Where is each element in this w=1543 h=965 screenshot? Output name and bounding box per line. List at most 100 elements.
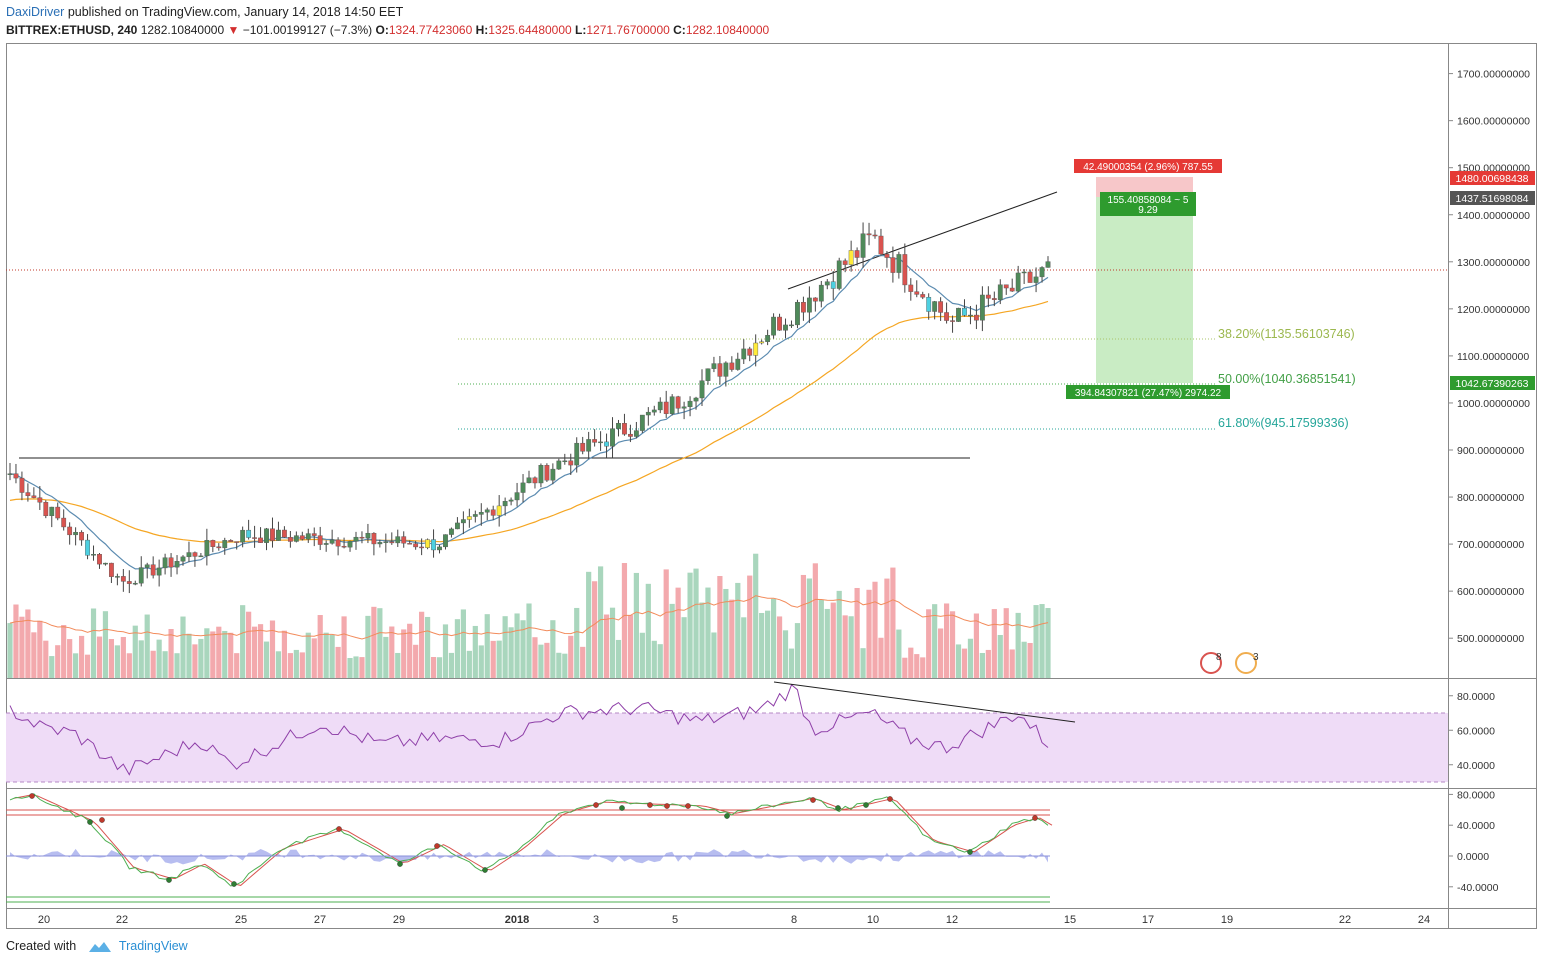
candle-body <box>896 254 902 273</box>
candle-body <box>329 539 335 544</box>
cross-marker <box>336 826 342 832</box>
stop-tag-bg <box>1450 171 1535 185</box>
stop-label: 42.49000354 (2.96%) 787.55 <box>1083 162 1213 173</box>
author-link[interactable]: DaxiDriver <box>6 5 65 19</box>
entry-tag: 1437.51698084 <box>1456 193 1529 205</box>
volume-bar <box>675 587 681 678</box>
volume-bar <box>383 636 389 678</box>
tradingview-logo-icon <box>88 941 111 952</box>
candle-body <box>419 546 425 549</box>
ema-slow-line <box>9 300 1049 543</box>
volume-bar <box>920 657 926 678</box>
stoch-k-line <box>9 793 1049 887</box>
volume-bar <box>908 647 914 678</box>
price-tick-label: 900.00000000 <box>1457 445 1524 457</box>
candle-body <box>25 492 31 496</box>
candle-body <box>490 509 496 516</box>
volume-bar <box>275 651 282 678</box>
cross-marker <box>87 819 93 825</box>
volume-bar <box>269 620 276 678</box>
candle-body <box>484 509 490 513</box>
event-count-1: 8 <box>1216 652 1222 663</box>
candle-body <box>687 400 693 408</box>
volume-bar <box>472 625 478 678</box>
volume-bar <box>263 641 270 678</box>
osc-scale: 80.0000 40.0000 0.0000 -40.0000 <box>6 789 1499 894</box>
time-tick-label: 17 <box>1142 914 1154 926</box>
candle-body <box>574 442 580 466</box>
candle-body <box>741 348 747 360</box>
volume-bar <box>210 631 216 678</box>
candle-body <box>1045 261 1051 268</box>
candle-body <box>783 324 788 331</box>
volume-bar <box>490 640 496 678</box>
volume-bars <box>7 553 1051 678</box>
volume-bar <box>645 583 651 678</box>
osc-tick-label: 80.0000 <box>1457 789 1495 801</box>
volume-bar <box>526 603 532 678</box>
open-value: 1324.77423060 <box>388 23 473 37</box>
volume-bar <box>562 653 568 678</box>
candle-body <box>85 539 90 556</box>
volume-bar <box>586 571 592 678</box>
candle-body <box>598 441 603 444</box>
volume-bar <box>114 645 120 678</box>
volume-bar <box>424 616 431 678</box>
mid-label-1: 155.40858084 ~ 5 <box>1108 195 1189 206</box>
volume-bar <box>890 567 896 678</box>
candle-body <box>1021 271 1027 274</box>
event-flag-icon[interactable] <box>1200 652 1222 674</box>
candle-body <box>729 362 735 370</box>
candle-body <box>860 233 866 258</box>
candle-body <box>305 533 311 540</box>
candle-body <box>335 539 341 547</box>
time-tick-label: 24 <box>1418 914 1430 926</box>
volume-bar <box>49 656 55 678</box>
candle-body <box>126 581 132 584</box>
volume-bar <box>84 654 91 678</box>
event-flag-icon[interactable] <box>1235 652 1257 674</box>
candle-body <box>616 423 621 429</box>
volume-bar <box>293 649 299 678</box>
volume-bar <box>287 653 293 678</box>
candle-body <box>830 281 836 289</box>
candle-body <box>383 541 389 543</box>
price-tick-label: 800.00000000 <box>1457 492 1524 504</box>
candle-body <box>150 564 156 576</box>
candle-body <box>55 506 61 519</box>
rsi-tick-label: 60.0000 <box>1457 725 1495 737</box>
candle-body <box>317 535 323 545</box>
volume-bar <box>633 572 639 678</box>
candle-body <box>246 529 252 538</box>
volume-bar <box>371 606 377 678</box>
ohlc-legend: BITTREX:ETHUSD, 240 1282.10840000 ▼ −101… <box>6 21 769 39</box>
volume-bar <box>902 657 908 678</box>
volume-bar <box>568 635 574 678</box>
cross-marker <box>482 867 488 873</box>
candle-body <box>884 253 890 258</box>
volume-bar <box>508 627 514 678</box>
ema-fast-line <box>9 254 1049 570</box>
volume-bar <box>550 620 556 678</box>
volume-bar <box>926 609 932 678</box>
volume-bar <box>31 632 37 678</box>
candle-body <box>496 505 502 516</box>
candle-body <box>902 254 908 286</box>
candle-body <box>37 497 43 503</box>
price-scale[interactable]: 1700.000000001600.000000001500.000000001… <box>1448 69 1530 646</box>
fib-382-label: 38.20%(1135.56103746) <box>1218 327 1355 341</box>
candlesticks <box>7 222 1051 594</box>
candle-body <box>311 533 317 536</box>
tradingview-link[interactable]: TradingView <box>118 939 188 953</box>
volume-bar <box>67 639 73 678</box>
cross-marker <box>619 805 625 811</box>
time-axis[interactable]: 20 22 25 27 29 2018 3 5 8 10 12 15 17 19 22 24 <box>38 914 1430 926</box>
time-tick-label: 29 <box>393 914 405 926</box>
candle-body <box>347 541 353 548</box>
volume-bar <box>842 615 848 678</box>
volume-bar <box>520 620 526 678</box>
change-value: −101.00199127 (−7.3%) <box>242 23 373 37</box>
price-tick-label: 1300.00000000 <box>1457 257 1530 269</box>
candle-body <box>1003 284 1009 289</box>
